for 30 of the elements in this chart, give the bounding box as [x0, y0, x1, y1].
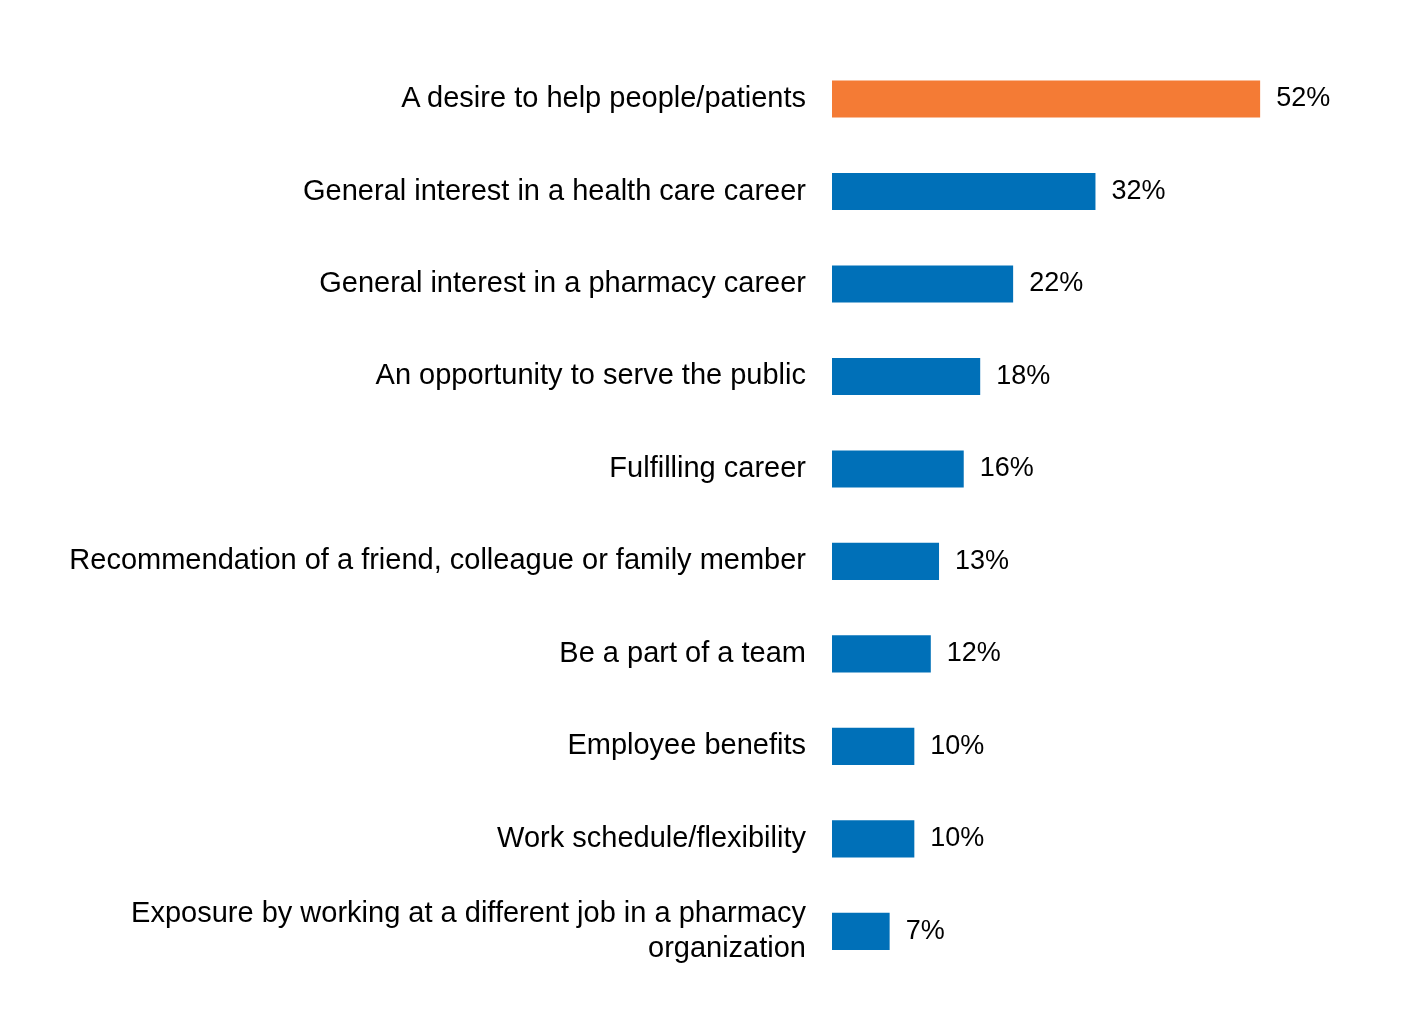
y-tick-label: General interest in a health care career: [303, 173, 807, 206]
bar: [832, 80, 1261, 118]
data-label: 12%: [946, 637, 1001, 668]
data-label: 10%: [930, 729, 985, 760]
y-tick-label: Work schedule/flexibility: [497, 820, 807, 853]
y-tick-label: An opportunity to serve the public: [375, 358, 806, 391]
y-tick-label: Employee benefits: [567, 728, 806, 761]
bar: [832, 172, 1096, 211]
bar: [832, 357, 981, 396]
bar: [832, 265, 1014, 303]
data-label: 18%: [996, 359, 1051, 390]
y-tick-label: Be a part of a team: [559, 635, 806, 668]
bar: [832, 635, 931, 673]
data-label: 7%: [905, 914, 945, 945]
data-label: 13%: [955, 544, 1010, 575]
data-label: 52%: [1276, 82, 1331, 113]
y-tick-label: Exposure by working at a different job in a pharmacy organization: [131, 895, 807, 963]
data-label: 16%: [979, 452, 1034, 483]
data-label: 10%: [930, 822, 985, 853]
bar: [832, 912, 890, 950]
bar: [832, 450, 964, 488]
bar: [832, 820, 915, 858]
data-label: 22%: [1029, 267, 1084, 298]
data-label: 32%: [1111, 174, 1166, 205]
y-tick-label: General interest in a pharmacy career: [319, 266, 807, 298]
y-tick-label: Fulfilling career: [609, 450, 807, 483]
y-tick-label: A desire to help people/patients: [401, 81, 806, 114]
bar: [832, 727, 915, 765]
y-tick-label: Recommendation of a friend, colleague or family member: [69, 543, 807, 576]
bar: [832, 542, 940, 581]
